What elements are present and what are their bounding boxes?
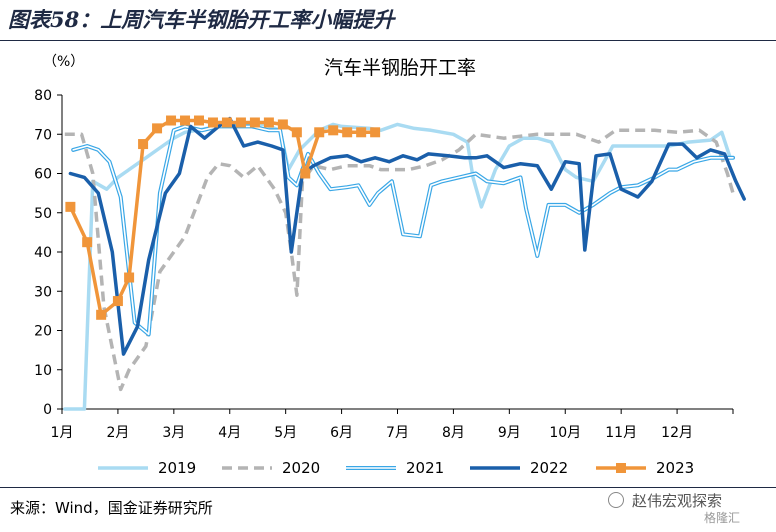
data-point-2023: [249, 117, 260, 128]
series-2023: [65, 115, 381, 320]
y-tick-label: 40: [34, 245, 52, 261]
series-line-inner-2021: [72, 125, 734, 336]
legend-item-2023: 2023: [596, 459, 694, 477]
y-tick-label: 10: [34, 363, 52, 379]
legend-item-2020: 2020: [222, 459, 320, 477]
data-point-2023: [82, 237, 93, 248]
y-unit-label: （%）: [43, 54, 84, 70]
data-point-2023: [96, 309, 107, 320]
chart-area: 汽车半钢胎开工率 （%） 0 10 20 30 40 50 60 70 80 1月 2月 3月 4月 5月…: [34, 54, 746, 477]
y-tick-label: 70: [34, 127, 52, 143]
series-2020: [64, 128, 735, 392]
data-point-2023: [356, 127, 367, 138]
watermark-badge: 格隆汇: [704, 511, 741, 525]
data-point-2023: [65, 201, 76, 212]
y-tick-label: 60: [34, 167, 52, 183]
source-rule: [0, 487, 776, 488]
x-tick-label: 8月: [442, 425, 465, 441]
data-point-2023: [166, 115, 177, 126]
legend-item-2021: 2021: [346, 459, 444, 477]
data-point-2023: [221, 117, 232, 128]
data-point-2023: [180, 115, 191, 126]
data-point-2023: [263, 117, 274, 128]
x-tick-label: 1月: [51, 425, 74, 441]
wechat-icon: [608, 492, 624, 508]
source-note: 来源：Wind，国金证券研究所: [10, 499, 213, 517]
series-line-2020: [64, 128, 735, 392]
data-point-2023: [314, 127, 325, 138]
data-point-2023: [300, 168, 311, 179]
legend-item-2022: 2022: [470, 459, 568, 477]
data-point-2023: [328, 125, 339, 136]
y-tick-label: 0: [43, 402, 52, 418]
axes: 0 10 20 30 40 50 60 70 80 1月 2月 3月 4月 5月 6月 7月 8月 9月 10月 11…: [34, 88, 734, 441]
x-tick-label: 3月: [162, 425, 185, 441]
x-tick-label: 9月: [498, 425, 521, 441]
series-layer: [63, 115, 746, 411]
title-rule: [0, 40, 776, 41]
x-tick-label: 12月: [661, 425, 693, 441]
x-tick-label: 6月: [330, 425, 353, 441]
legend-label: 2020: [282, 459, 320, 477]
y-tick-label: 30: [34, 284, 52, 300]
x-tick-label: 7月: [386, 425, 409, 441]
y-tick-label: 80: [34, 88, 52, 104]
chart-title: 汽车半钢胎开工率: [324, 57, 476, 79]
legend-label: 2023: [656, 459, 694, 477]
legend-label: 2022: [530, 459, 568, 477]
data-point-2023: [277, 119, 288, 130]
y-tick-label: 20: [34, 324, 52, 340]
y-tick-label: 50: [34, 206, 52, 222]
x-tick-label: 10月: [549, 425, 581, 441]
data-point-2023: [112, 296, 123, 307]
data-point-2023: [193, 115, 204, 126]
x-tick-label: 5月: [274, 425, 297, 441]
data-point-2023: [124, 272, 135, 283]
data-point-2023: [291, 127, 302, 138]
series-2021: [71, 124, 735, 337]
x-tick-label: 2月: [106, 425, 129, 441]
legend: 2019 2020 2021 2022 2023: [98, 459, 694, 477]
watermark: 赵伟宏观探索: [608, 490, 722, 511]
data-point-2023: [370, 127, 381, 138]
data-point-2023: [207, 117, 218, 128]
legend-label: 2021: [406, 459, 444, 477]
data-point-2023: [342, 127, 353, 138]
series-2022: [68, 116, 746, 356]
x-tick-label: 11月: [605, 425, 637, 441]
watermark-text: 赵伟宏观探索: [632, 492, 723, 510]
legend-item-2019: 2019: [98, 459, 196, 477]
series-line-2022: [68, 116, 746, 356]
legend-marker: [616, 463, 626, 473]
data-point-2023: [152, 123, 163, 134]
data-point-2023: [138, 139, 149, 150]
legend-label: 2019: [158, 459, 196, 477]
data-point-2023: [235, 117, 246, 128]
figure-title: 图表58：上周汽车半钢胎开工率小幅提升: [8, 7, 395, 32]
x-tick-label: 4月: [218, 425, 241, 441]
